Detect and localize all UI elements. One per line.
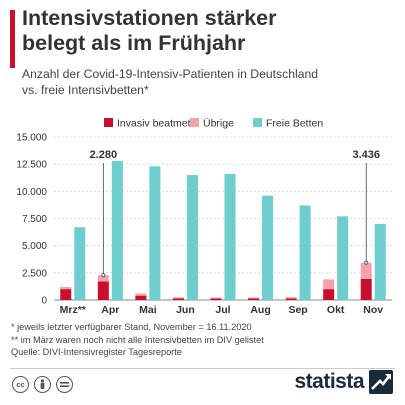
chart-title: Intensivstationen stärker belegt als im … (22, 6, 397, 56)
y-tick-label: 15.000 (16, 133, 47, 144)
bar-uebrige (97, 275, 109, 282)
bar-freie-betten (149, 166, 161, 300)
bar-uebrige (285, 297, 297, 299)
y-tick-label: 10.000 (16, 187, 47, 198)
x-tick-label: Sep (288, 304, 307, 316)
footer-divider (10, 368, 395, 369)
bar-freie-betten (262, 195, 274, 300)
bar-uebrige (172, 297, 184, 299)
legend-swatch (104, 118, 113, 127)
source-note: Quelle: DIVI-Intensivregister Tagesrepor… (11, 347, 182, 357)
footnote-1: * jeweils letzter verfügbarer Stand, Nov… (11, 322, 252, 332)
title-line-1: Intensivstationen stärker (22, 6, 277, 30)
legend-label: Übrige (203, 118, 234, 130)
bar-freie-betten (337, 216, 349, 300)
subtitle-line-2: vs. freie Intensivbetten* (22, 83, 149, 97)
x-tick-label: Okt (327, 304, 345, 316)
x-tick-label: Aug (250, 304, 270, 316)
x-tick-label: Jun (176, 304, 195, 316)
annotation-label: 3.436 (352, 149, 380, 161)
cc-icon[interactable]: cc (12, 376, 29, 393)
y-tick-label: 12.500 (16, 160, 47, 171)
subtitle-line-1: Anzahl der Covid-19-Intensiv-Patienten i… (22, 67, 319, 81)
bar-freie-betten (186, 175, 198, 300)
bar-invasiv-beatmet (285, 298, 297, 300)
legend-label: Freie Betten (266, 118, 323, 130)
bar-invasiv-beatmet (248, 298, 260, 300)
bar-freie-betten (299, 205, 311, 300)
y-tick-label: 2.500 (22, 268, 47, 279)
equals-icon[interactable] (56, 376, 73, 393)
bar-freie-betten (74, 227, 86, 300)
title-line-2: belegt als im Frühjahr (22, 31, 246, 55)
y-tick-label: 7.500 (22, 214, 47, 225)
bar-freie-betten (224, 173, 236, 300)
bar-uebrige (323, 279, 335, 290)
footnotes: * jeweils letzter verfügbarer Stand, Nov… (11, 321, 401, 359)
annotation-label: 2.280 (90, 149, 118, 161)
annotation-dot (101, 273, 106, 278)
chart-subtitle: Anzahl der Covid-19-Intensiv-Patienten i… (22, 66, 397, 98)
statista-brand[interactable]: statista (294, 370, 393, 394)
bar-chart: Invasiv beatmet Übrige Freie Betten 0 2.500 5… (16, 118, 392, 316)
annotation-dot (364, 260, 369, 265)
bar-uebrige (135, 293, 147, 296)
bar-uebrige (60, 286, 72, 290)
license-icons: cc (12, 376, 73, 393)
bar-invasiv-beatmet (60, 289, 72, 300)
x-tick-label: Mai (139, 304, 157, 316)
legend-swatch (253, 118, 262, 127)
bar-invasiv-beatmet (360, 278, 372, 300)
x-tick-label: Nov (363, 304, 383, 316)
legend-label: Invasiv beatmet (117, 118, 191, 130)
bar-invasiv-beatmet (323, 289, 335, 300)
statista-logo-icon (369, 370, 393, 394)
bar-invasiv-beatmet (172, 298, 184, 300)
x-tick-label: Mrz** (60, 304, 87, 316)
x-tick-label: Apr (101, 304, 119, 316)
bar-invasiv-beatmet (97, 281, 109, 300)
bar-uebrige (360, 262, 372, 279)
footnote-2: ** im März waren noch nicht alle Intensi… (11, 334, 264, 345)
bar-uebrige (248, 297, 260, 299)
title-accent-bar (10, 10, 15, 68)
by-icon[interactable] (34, 376, 51, 393)
bar-freie-betten (111, 160, 123, 300)
bar-freie-betten (374, 223, 386, 300)
legend-swatch (190, 118, 199, 127)
y-tick-label: 0 (41, 296, 47, 307)
y-tick-label: 5.000 (22, 241, 47, 252)
x-tick-label: Jul (215, 304, 230, 316)
brand-name: statista (294, 370, 364, 393)
bar-uebrige (210, 297, 222, 299)
bar-invasiv-beatmet (135, 295, 147, 300)
bar-invasiv-beatmet (210, 298, 222, 300)
